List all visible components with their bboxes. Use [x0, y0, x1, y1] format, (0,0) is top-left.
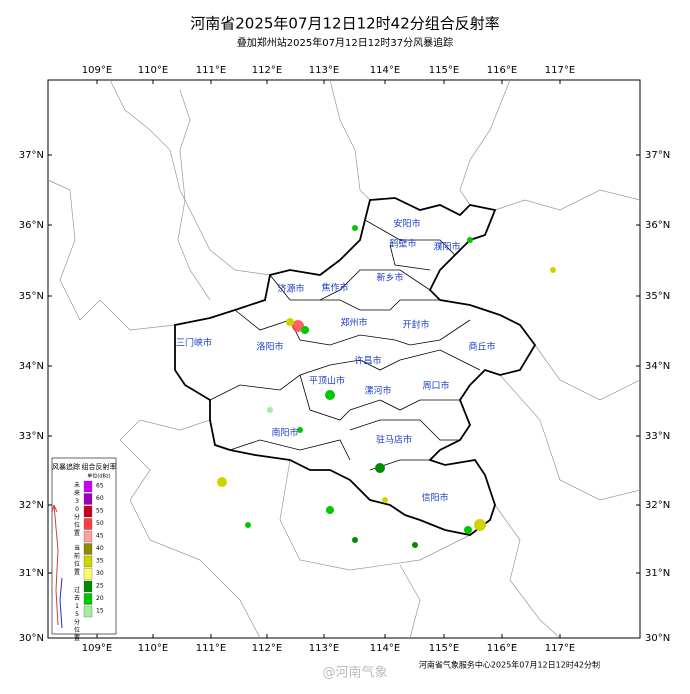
legend-swatch [83, 505, 93, 518]
city-label: 开封市 [402, 319, 429, 331]
city-label: 商丘市 [468, 341, 495, 353]
track-arrow [51, 504, 58, 513]
city-label: 平顶山市 [309, 375, 345, 387]
lon-label-top: 117°E [545, 65, 575, 76]
legend-value: 30 [96, 570, 104, 577]
lat-label-right: 34°N [645, 361, 670, 372]
legend-reflectivity-title: 组合反射率 [82, 462, 117, 471]
city-borders [209, 219, 481, 471]
footer: 河南省气象服务中心2025年07月12日12时42分制 [419, 660, 600, 670]
city-label: 周口市 [422, 380, 449, 392]
legend-swatch [83, 593, 93, 605]
lon-label-top: 116°E [487, 65, 517, 76]
legend-value: 40 [96, 545, 104, 552]
lat-label-left: 34°N [19, 361, 44, 372]
lon-label-top: 109°E [82, 65, 112, 76]
city-label: 漯河市 [364, 385, 391, 397]
lon-label-bottom: 109°E [82, 643, 112, 654]
legend-value: 25 [96, 583, 104, 590]
city-label: 新乡市 [376, 272, 403, 284]
legend-swatch [83, 605, 93, 618]
city-label: 信阳市 [421, 492, 448, 504]
city-label: 焦作市 [321, 282, 348, 294]
lon-label-top: 111°E [196, 65, 226, 76]
legend-value: 55 [96, 508, 104, 515]
city-label: 许昌市 [354, 355, 381, 367]
lon-label-bottom: 114°E [370, 643, 400, 654]
lon-label-bottom: 111°E [196, 643, 226, 654]
city-label: 安阳市 [393, 218, 420, 230]
subtitle: 叠加郑州站2025年07月12日12时37分风暴追踪 [237, 36, 453, 49]
radar-echoes [217, 225, 556, 548]
city-label: 济源市 [277, 283, 304, 295]
lat-label-left: 33°N [19, 431, 44, 442]
lat-label-left: 30°N [19, 633, 44, 644]
legend-value: 20 [96, 595, 104, 602]
lat-label-right: 35°N [645, 291, 670, 302]
lon-label-top: 113°E [309, 65, 339, 76]
lon-label-bottom: 113°E [309, 643, 339, 654]
lon-label-bottom: 112°E [252, 643, 282, 654]
henan-border [174, 197, 537, 536]
legend-swatch [83, 480, 93, 493]
map-frame [47, 79, 641, 639]
city-label: 三门峡市 [176, 337, 212, 349]
city-label: 驻马店市 [376, 434, 412, 446]
lat-label-right: 37°N [645, 150, 670, 161]
watermark: @河南气象 [322, 665, 387, 681]
legend-value: 15 [96, 608, 104, 615]
legend-value: 60 [96, 495, 104, 502]
lon-label-top: 112°E [252, 65, 282, 76]
legend-value: 45 [96, 533, 104, 540]
title: 河南省2025年07月12日12时42分组合反射率 [190, 15, 500, 33]
legend-storm-title: 风暴追踪 [52, 462, 80, 471]
lat-label-left: 35°N [19, 291, 44, 302]
lon-label-bottom: 115°E [429, 643, 459, 654]
legend-swatch [83, 543, 93, 555]
lat-label-left: 32°N [19, 500, 44, 511]
lat-label-right: 33°N [645, 431, 670, 442]
lat-label-right: 36°N [645, 220, 670, 231]
legend-swatch [83, 530, 93, 543]
legend-swatch [83, 493, 93, 505]
lon-label-top: 115°E [429, 65, 459, 76]
legend-unit: 单位(dBz) [87, 473, 110, 480]
city-label: 郑州市 [340, 317, 367, 329]
city-label: 濮阳市 [433, 241, 460, 253]
lat-label-right: 31°N [645, 568, 670, 579]
legend-swatch [83, 580, 93, 593]
legend-track-label: 过去 1 5 分位置 [74, 586, 80, 642]
track-past [59, 577, 63, 629]
legend-swatch [83, 568, 93, 580]
province-borders [47, 79, 641, 639]
lat-label-left: 31°N [19, 568, 44, 579]
track-future [53, 504, 59, 626]
legend-value: 35 [96, 558, 104, 565]
lat-label-right: 30°N [645, 633, 670, 644]
lat-label-left: 37°N [19, 150, 44, 161]
city-label: 南阳市 [271, 427, 298, 439]
legend-swatch [83, 555, 93, 568]
legend-swatch [83, 518, 93, 530]
city-label: 鹤壁市 [389, 238, 416, 250]
lat-label-right: 32°N [645, 500, 670, 511]
lat-label-left: 36°N [19, 220, 44, 231]
legend-track-label: 当前位置 [74, 544, 80, 576]
lon-label-top: 110°E [138, 65, 168, 76]
lon-label-bottom: 116°E [487, 643, 517, 654]
legend-value: 65 [96, 483, 104, 490]
lon-label-bottom: 117°E [545, 643, 575, 654]
lon-label-bottom: 110°E [138, 643, 168, 654]
lon-label-top: 114°E [370, 65, 400, 76]
legend-value: 50 [96, 520, 104, 527]
city-label: 洛阳市 [256, 341, 283, 353]
legend-track-label: 未来 3 0 分位置 [74, 481, 80, 537]
legend: 风暴追踪 组合反射率 单位(dBz) 65 60 55 50 45 40 35 30 25 20 1… [51, 457, 117, 642]
